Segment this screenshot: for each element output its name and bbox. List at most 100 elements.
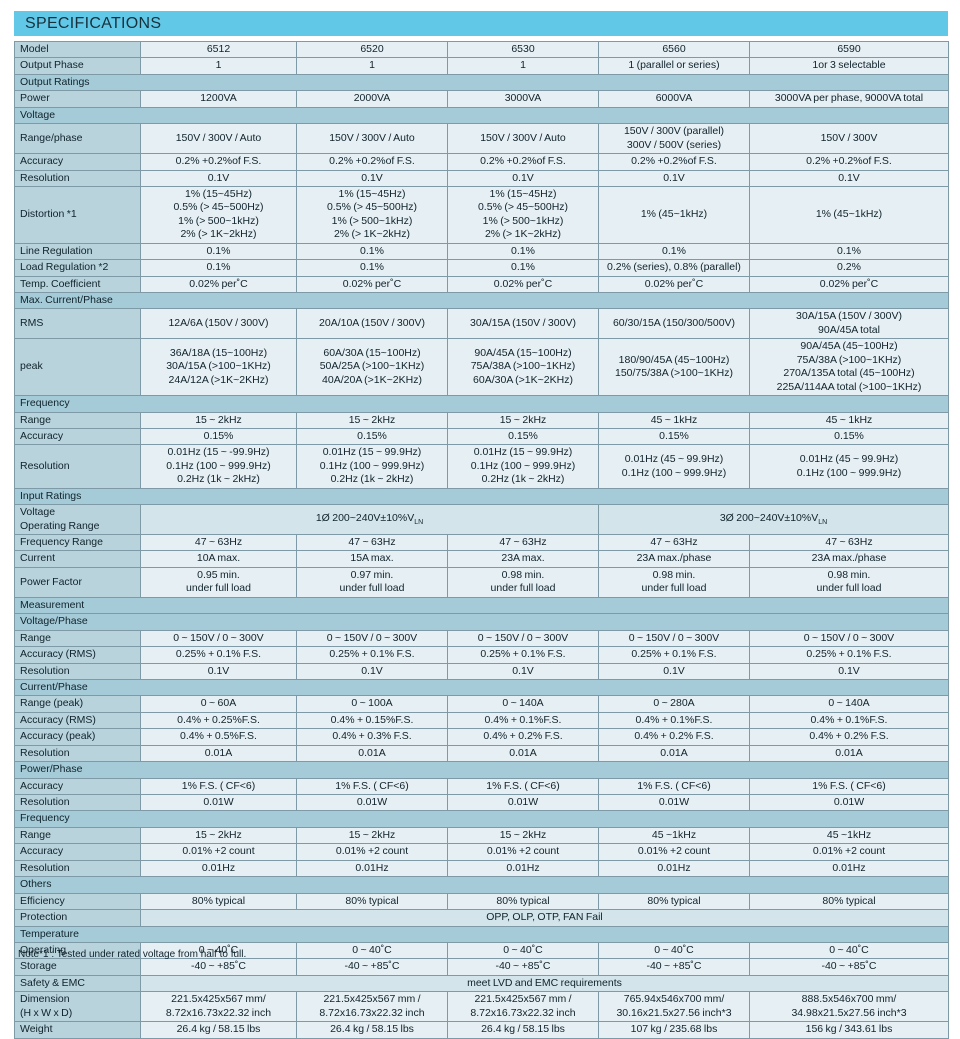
value-cell: 0.25% + 0.1% F.S. [749, 646, 949, 664]
page-title: SPECIFICATIONS [14, 11, 948, 36]
value-cell: 0.01Hz [749, 859, 949, 878]
value-cell: 180/90/45A (45~100Hz) 150/75/38A (>100~1K… [598, 338, 750, 397]
value-cell: 0.01Hz [140, 859, 297, 878]
value-cell: 23A max./phase [749, 550, 949, 568]
value-cell: 0.15% [140, 427, 297, 446]
value-cell: 15 ~ 2kHz [140, 411, 297, 429]
value-cell: 6560 [598, 40, 750, 59]
value-cell: 1% F.S. ( CF<6) [296, 777, 448, 796]
row-label: Resolution [14, 169, 141, 187]
row-label: Range [14, 411, 141, 429]
value-cell: 36A/18A (15~100Hz) 30A/15A (>100~1KHz) 24A… [140, 338, 297, 397]
value-cell: 0.1% [598, 242, 750, 261]
value-cell: 6512 [140, 40, 297, 59]
value-cell: 47 ~ 63Hz [749, 533, 949, 552]
value-cell: 1% (45~1kHz) [598, 185, 750, 244]
value-cell: 0.4% + 0.25%F.S. [140, 711, 297, 730]
value-cell: 0.01% +2 count [598, 843, 750, 861]
value-cell: 26.4 kg / 58.15 lbs [447, 1021, 599, 1039]
row-label: Accuracy [14, 153, 141, 171]
value-cell: 0.02% per˚C [598, 275, 750, 294]
value-cell: 0.4% + 0.5%F.S. [140, 728, 297, 746]
value-cell: 3000VA [447, 90, 599, 108]
value-cell: 0.01% +2 count [749, 843, 949, 861]
value-cell: 0 ~ 150V / 0 ~ 300V [749, 629, 949, 648]
value-cell: 0.1V [140, 169, 297, 187]
value-cell: 0.01A [598, 744, 750, 763]
value-cell: 0 ~ 40˚C [296, 941, 448, 960]
value-cell: 0.2% +0.2%of F.S. [296, 153, 448, 171]
table-row: Load Regulation *2 0.1% 0.1% 0.1% 0.2% (seri… [14, 259, 949, 277]
section-header-label: Voltage [14, 106, 949, 125]
value-cell: 0.01W [749, 793, 949, 812]
table-row: Operating 0 ~ 40˚C 0 ~ 40˚C 0 ~ 40˚C 0 ~ 40˚… [14, 941, 949, 960]
row-label: Protection [14, 909, 141, 927]
row-label: Accuracy (RMS) [14, 646, 141, 664]
table-row: Range 15 ~ 2kHz 15 ~ 2kHz 15 ~ 2kHz 45 ~1kHz… [14, 826, 949, 845]
table-row: Accuracy 0.15% 0.15% 0.15% 0.15% 0.15% [14, 427, 949, 446]
value-cell: 15 ~ 2kHz [447, 826, 599, 845]
value-cell: 0.98 min. under full load [598, 566, 750, 598]
section-header-label: Temperature [14, 925, 949, 943]
value-cell: 0.25% + 0.1% F.S. [296, 646, 448, 664]
value-cell: 150V / 300V / Auto [140, 123, 297, 155]
value-cell: 221.5x425x567 mm /8.72x16.73x22.32 inch [447, 991, 599, 1023]
section-header-row: Output Ratings [14, 73, 949, 92]
value-cell: 1200VA [140, 90, 297, 108]
value-cell: 0.1V [140, 662, 297, 680]
specifications-table: Model 6512 6520 6530 6560 6590 Output Phase 1 1 1… [14, 40, 949, 1039]
row-label: Power [14, 90, 141, 108]
value-cell: 45 ~1kHz [598, 826, 750, 845]
value-cell: 45 ~1kHz [749, 826, 949, 845]
merged-value-cell: 3Ø 200~240V±10%VLN [598, 504, 949, 535]
value-cell: 0.01Hz [447, 859, 599, 878]
table-row: Accuracy (RMS) 0.4% + 0.25%F.S. 0.4% + 0.1… [14, 711, 949, 730]
value-cell: 1% (45~1kHz) [749, 185, 949, 244]
value-cell: 15 ~ 2kHz [140, 826, 297, 845]
spec-sheet-page: SPECIFICATIONS Model 6512 6520 6530 6560 6590… [14, 11, 949, 1039]
section-header-label: Voltage/Phase [14, 613, 949, 631]
value-cell: 12A/6A (150V / 300V) [140, 308, 297, 340]
value-cell: 0.01A [296, 744, 448, 763]
value-cell: 0.2% +0.2%of F.S. [749, 153, 949, 171]
value-cell: 80% typical [598, 892, 750, 911]
value-cell: 30A/15A (150V / 300V) [447, 308, 599, 340]
section-header-label: Current/Phase [14, 678, 949, 697]
value-cell: 0.2% +0.2%of F.S. [447, 153, 599, 171]
row-label: RMS [14, 308, 141, 340]
table-row: Range (peak) 0 ~ 60A 0 ~ 100A 0 ~ 140A 0 ~ 2… [14, 695, 949, 713]
value-cell: 1 [447, 57, 599, 75]
value-cell: 0.01Hz (15 ~ 99.9Hz) 0.1Hz (100 ~ 999.9Hz… [296, 444, 448, 489]
value-cell: 0.01W [598, 793, 750, 812]
value-cell: 0.1% [140, 242, 297, 261]
value-cell: 0.02% per˚C [749, 275, 949, 294]
row-label: Dimension (H x W x D) [14, 991, 141, 1023]
table-row: Resolution 0.01Hz (15 ~ -99.9Hz) 0.1Hz (10… [14, 444, 949, 489]
value-cell: 0.15% [296, 427, 448, 446]
value-cell: 0.15% [598, 427, 750, 446]
value-cell: 0 ~ 40˚C [447, 941, 599, 960]
row-label: Resolution [14, 662, 141, 680]
table-row: Efficiency 80% typical 80% typical 80% typi… [14, 892, 949, 911]
row-label: Operating [14, 941, 141, 960]
row-label: Range [14, 826, 141, 845]
value-cell: 26.4 kg / 58.15 lbs [140, 1021, 297, 1039]
section-header-label: Power/Phase [14, 761, 949, 779]
specifications-table-body: Model 6512 6520 6530 6560 6590 Output Phase 1 1 1… [14, 40, 949, 1039]
subscript-text: LN [414, 518, 424, 526]
row-label: Distortion *1 [14, 185, 141, 244]
table-row: RMS 12A/6A (150V / 300V) 20A/10A (150V / 3… [14, 308, 949, 340]
value-cell: 0.02% per˚C [140, 275, 297, 294]
value-cell: 0.1% [296, 242, 448, 261]
table-row: Power Factor 0.95 min. under full load 0.97… [14, 566, 949, 598]
value-cell: 0.4% + 0.1%F.S. [598, 711, 750, 730]
value-cell: 1or 3 selectable [749, 57, 949, 75]
section-header-label: Frequency [14, 810, 949, 828]
value-cell: 0.1V [447, 662, 599, 680]
value-cell: 0.01Hz (15 ~ -99.9Hz) 0.1Hz (100 ~ 999.9H… [140, 444, 297, 489]
value-cell: -40 ~ +85˚C [296, 958, 448, 976]
table-row: Accuracy (peak) 0.4% + 0.5%F.S. 0.4% + 0.3… [14, 728, 949, 746]
table-row: Accuracy 0.2% +0.2%of F.S. 0.2% +0.2%of F.… [14, 153, 949, 171]
value-cell: 1% (15~45Hz) 0.5% (> 45~500Hz) 1% (> 500~1… [140, 185, 297, 244]
value-cell: 150V / 300V / Auto [447, 123, 599, 155]
